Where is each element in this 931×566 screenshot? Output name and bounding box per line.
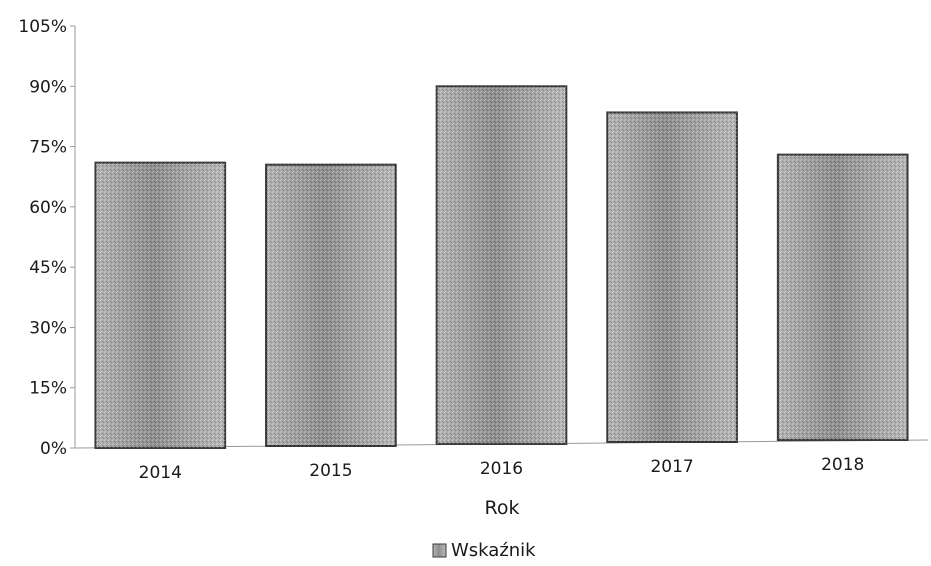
y-tick-label: 90% — [29, 77, 67, 97]
y-tick-label: 30% — [29, 318, 67, 338]
x-tick-label: 2015 — [309, 461, 352, 481]
bar-texture-2018 — [777, 154, 908, 440]
category-labels: 2014 2015 2016 2017 2018 — [139, 455, 865, 483]
legend-swatch — [432, 543, 447, 558]
bar-texture-2017 — [607, 112, 737, 442]
x-tick-label: 2018 — [821, 455, 864, 475]
y-tick-label: 45% — [29, 258, 67, 278]
y-tick-label: 105% — [18, 17, 67, 37]
legend-label: Wskaźnik — [451, 540, 536, 561]
bars-group — [94, 85, 909, 449]
bar-texture-2016 — [436, 86, 567, 445]
y-tick-label: 75% — [29, 138, 67, 158]
y-tick-label: 60% — [29, 198, 67, 218]
y-axis: 0% 15% 30% 45% 60% 75% 90% 105% — [18, 17, 76, 459]
x-tick-label: 2014 — [139, 463, 182, 483]
bar-texture-2015 — [266, 164, 396, 446]
x-tick-label: 2017 — [650, 457, 693, 477]
y-tick-label: 15% — [29, 379, 67, 399]
legend: Wskaźnik — [432, 540, 536, 561]
bar-texture-2014 — [95, 162, 226, 448]
x-tick-label: 2016 — [480, 459, 523, 479]
y-tick-label: 0% — [40, 439, 67, 459]
x-axis-title: Rok — [485, 497, 520, 519]
